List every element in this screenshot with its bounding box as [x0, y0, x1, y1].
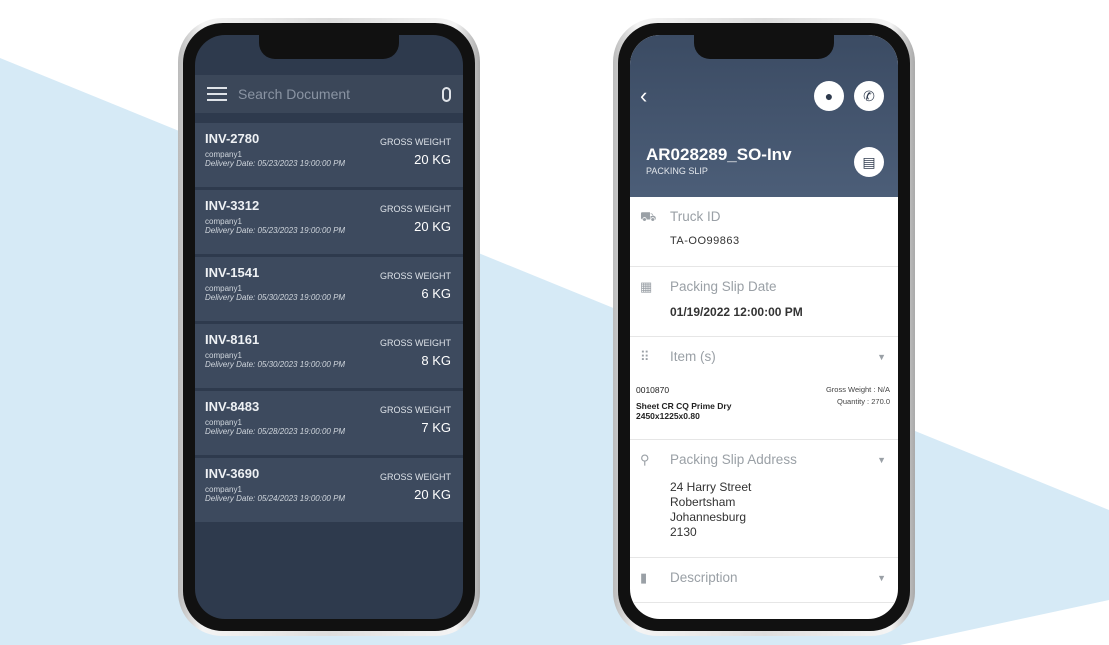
search-bar[interactable]: Search Document	[195, 75, 463, 113]
location-pin-icon: ⚲	[640, 452, 650, 467]
detail-header: ‹ ● ✆ ▤ AR028289_SO-Inv PACKING SLIP	[630, 35, 898, 197]
weight-value: 20 KG	[414, 152, 451, 167]
weight-value: 8 KG	[421, 353, 451, 368]
truck-section: ⛟ Truck ID TA-OO99863	[630, 197, 898, 267]
list-item[interactable]: INV-3690 company1 Delivery Date: 05/24/202…	[195, 458, 463, 522]
list-item[interactable]: INV-3312 company1 Delivery Date: 05/23/202…	[195, 190, 463, 254]
weight-label: GROSS WEIGHT	[379, 338, 451, 348]
phone-packing-slip: ‹ ● ✆ ▤ AR028289_SO-Inv PACKING SLIP ⛟ T…	[613, 18, 915, 636]
caret-down-icon[interactable]: ▼	[877, 455, 886, 465]
list-item[interactable]: INV-8483 company1 Delivery Date: 05/28/202…	[195, 391, 463, 455]
invoice-id: INV-3312	[205, 198, 260, 213]
item-code: 0010870	[636, 385, 670, 395]
item-gross-weight: Gross Weight : N/A	[825, 385, 890, 394]
company: company1	[205, 284, 242, 293]
phone-document-list: Search Document INV-2780 company1 Delivery…	[178, 18, 480, 636]
invoice-id: INV-3690	[205, 466, 260, 481]
delivery-date: Delivery Date: 05/28/2023 19:00:00 PM	[205, 427, 346, 436]
search-input[interactable]: Search Document	[238, 86, 351, 102]
description-section[interactable]: ▮ Description ▼	[630, 558, 898, 603]
address-line: 24 Harry Street	[670, 480, 752, 494]
notch	[694, 35, 834, 59]
delivery-date: Delivery Date: 05/24/2023 19:00:00 PM	[205, 494, 346, 503]
invoice-id: INV-8483	[205, 399, 260, 414]
delivery-date: Delivery Date: 05/23/2023 19:00:00 PM	[205, 226, 346, 235]
company: company1	[205, 418, 242, 427]
item-quantity: Quantity : 270.0	[837, 397, 890, 406]
weight-value: 20 KG	[414, 219, 451, 234]
delivery-date: Delivery Date: 05/30/2023 19:00:00 PM	[205, 293, 346, 302]
delivery-date: Delivery Date: 05/23/2023 19:00:00 PM	[205, 159, 346, 168]
address-line: 2130	[670, 525, 697, 539]
invoice-id: INV-1541	[205, 265, 260, 280]
item-name-text: Sheet CR CQ Prime Dry	[636, 401, 732, 411]
items-label: Item (s)	[670, 349, 716, 364]
microphone-icon[interactable]	[442, 86, 451, 102]
page-title: AR028289_SO-Inv	[646, 145, 792, 164]
date-section: ▦ Packing Slip Date 01/19/2022 12:00:00 …	[630, 267, 898, 337]
location-icon[interactable]: ●	[814, 81, 844, 111]
weight-value: 7 KG	[421, 420, 451, 435]
document-icon[interactable]: ▤	[854, 147, 884, 177]
item-name: Sheet CR CQ Prime Dry 2450x1225x0.80	[636, 401, 731, 421]
weight-label: GROSS WEIGHT	[379, 271, 451, 281]
list-item[interactable]: INV-1541 company1 Delivery Date: 05/30/202…	[195, 257, 463, 321]
company: company1	[205, 150, 242, 159]
items-section[interactable]: ⠿ Item (s) ▼ 0010870 Sheet CR CQ Prime D…	[630, 337, 898, 440]
list-item[interactable]: INV-2780 company1 Delivery Date: 05/23/202…	[195, 123, 463, 187]
weight-label: GROSS WEIGHT	[379, 137, 451, 147]
description-label: Description	[670, 570, 738, 585]
calendar-icon: ▦	[640, 279, 653, 294]
company: company1	[205, 351, 242, 360]
page-subtitle: PACKING SLIP	[646, 166, 708, 176]
caret-down-icon[interactable]: ▼	[877, 573, 886, 583]
address-line: Robertsham	[670, 495, 736, 509]
address-value: 24 Harry Street Robertsham Johannesburg …	[670, 480, 751, 540]
back-icon[interactable]: ‹	[640, 83, 648, 108]
invoice-id: INV-2780	[205, 131, 260, 146]
company: company1	[205, 485, 242, 494]
weight-label: GROSS WEIGHT	[379, 472, 451, 482]
truck-id: TA-OO99863	[670, 235, 740, 247]
list-item[interactable]: INV-8161 company1 Delivery Date: 05/30/202…	[195, 324, 463, 388]
weight-value: 6 KG	[421, 286, 451, 301]
date-label: Packing Slip Date	[670, 279, 777, 294]
address-section[interactable]: ⚲ Packing Slip Address ▼ 24 Harry Street…	[630, 440, 898, 558]
weight-label: GROSS WEIGHT	[379, 405, 451, 415]
weight-value: 20 KG	[414, 487, 451, 502]
phone-icon[interactable]: ✆	[854, 81, 884, 111]
grid-icon: ⠿	[640, 349, 650, 364]
item-size: 2450x1225x0.80	[636, 411, 700, 421]
hamburger-icon[interactable]	[207, 87, 227, 101]
packing-slip-date: 01/19/2022 12:00:00 PM	[670, 305, 803, 319]
weight-label: GROSS WEIGHT	[379, 204, 451, 214]
file-icon: ▮	[640, 570, 648, 585]
company: company1	[205, 217, 242, 226]
delivery-date: Delivery Date: 05/30/2023 19:00:00 PM	[205, 360, 346, 369]
notch	[259, 35, 399, 59]
address-line: Johannesburg	[670, 510, 747, 524]
invoice-id: INV-8161	[205, 332, 260, 347]
address-label: Packing Slip Address	[670, 452, 797, 467]
caret-down-icon[interactable]: ▼	[877, 352, 886, 362]
truck-label: Truck ID	[670, 209, 721, 224]
truck-icon: ⛟	[640, 209, 657, 224]
document-list: INV-2780 company1 Delivery Date: 05/23/202…	[195, 123, 463, 525]
